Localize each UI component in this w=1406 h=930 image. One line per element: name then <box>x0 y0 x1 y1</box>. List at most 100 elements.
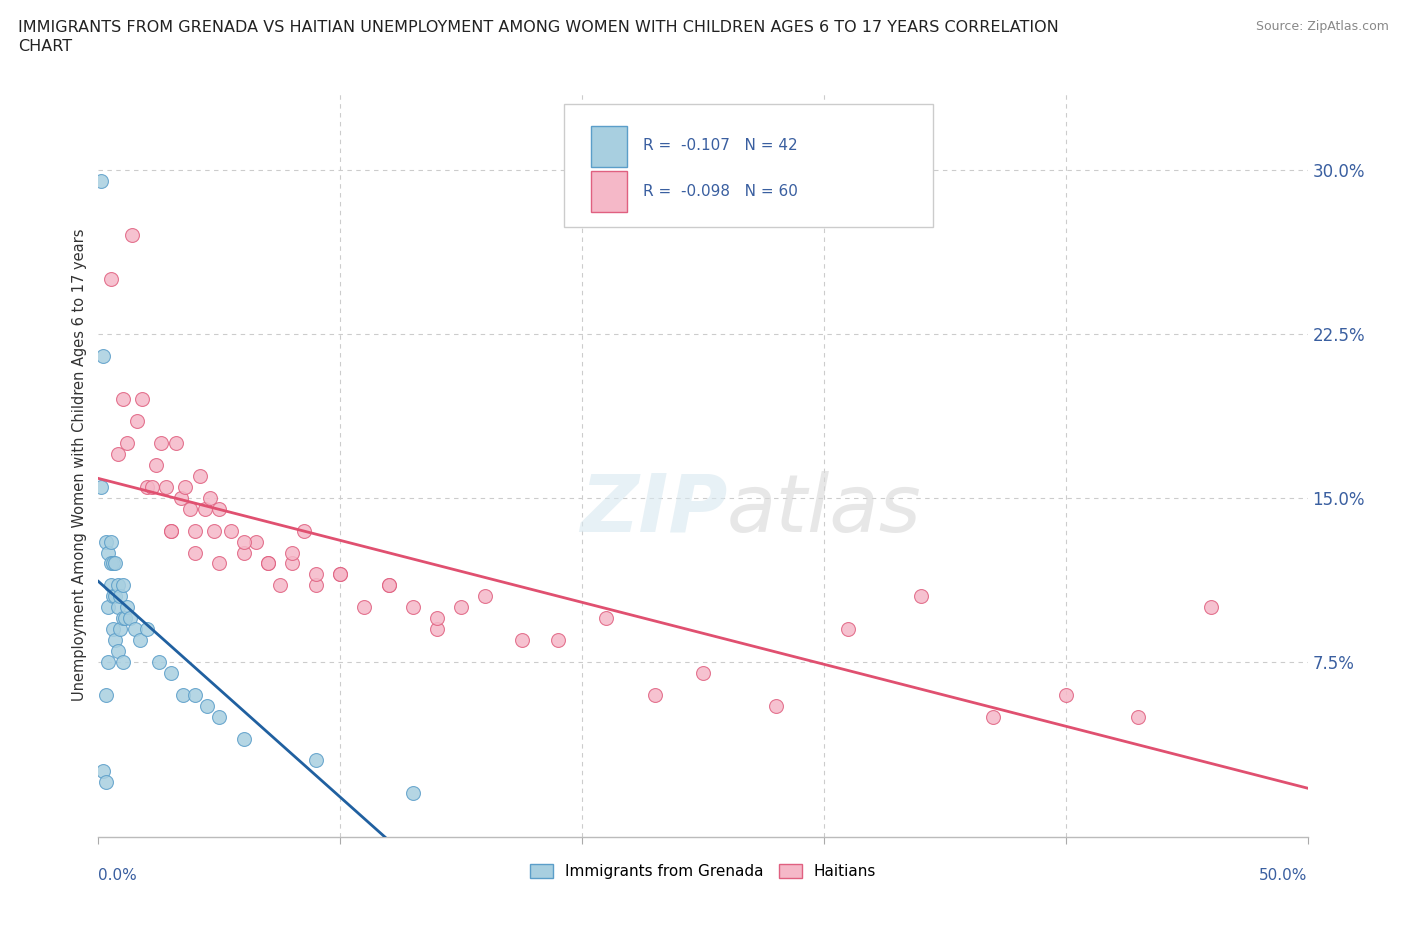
Point <box>160 666 183 681</box>
Point <box>184 524 207 538</box>
Point <box>94 534 117 549</box>
Text: atlas: atlas <box>727 471 922 549</box>
Point <box>160 524 183 538</box>
Point <box>97 600 120 615</box>
Point <box>117 600 139 615</box>
Point <box>1199 600 1222 615</box>
Point <box>402 600 425 615</box>
Text: Source: ZipAtlas.com: Source: ZipAtlas.com <box>1256 20 1389 33</box>
Point <box>208 556 231 571</box>
Point <box>111 655 134 670</box>
Point <box>118 611 141 626</box>
Point <box>100 578 122 592</box>
Legend: Immigrants from Grenada, Haitians: Immigrants from Grenada, Haitians <box>523 857 883 885</box>
Point <box>165 435 187 450</box>
FancyBboxPatch shape <box>591 126 627 167</box>
Text: IMMIGRANTS FROM GRENADA VS HAITIAN UNEMPLOYMENT AMONG WOMEN WITH CHILDREN AGES 6: IMMIGRANTS FROM GRENADA VS HAITIAN UNEMP… <box>18 20 1059 35</box>
Point <box>595 611 617 626</box>
Point <box>101 556 124 571</box>
Point <box>195 698 218 713</box>
Point <box>184 687 207 702</box>
Point <box>184 545 207 560</box>
Point <box>269 578 291 592</box>
Point <box>108 621 131 636</box>
Point <box>141 480 163 495</box>
Point <box>127 414 149 429</box>
Point <box>329 567 352 582</box>
Point <box>107 600 129 615</box>
Point <box>100 534 122 549</box>
Point <box>160 524 183 538</box>
Point <box>510 632 533 647</box>
Point <box>474 589 496 604</box>
Point <box>547 632 569 647</box>
Point <box>450 600 472 615</box>
Point <box>281 556 304 571</box>
Point <box>644 687 666 702</box>
Point <box>108 589 131 604</box>
Text: R =  -0.107   N = 42: R = -0.107 N = 42 <box>643 139 797 153</box>
Point <box>111 392 134 406</box>
Point <box>208 501 231 516</box>
Point <box>135 480 157 495</box>
Text: CHART: CHART <box>18 39 72 54</box>
Point <box>107 644 129 658</box>
Point <box>765 698 787 713</box>
Point <box>208 710 231 724</box>
Point <box>100 272 122 286</box>
Point <box>329 567 352 582</box>
Point <box>94 775 117 790</box>
Point <box>692 666 714 681</box>
Point <box>104 632 127 647</box>
Point <box>426 621 449 636</box>
Point <box>188 469 211 484</box>
Point <box>179 501 201 516</box>
Point <box>305 753 328 768</box>
Point <box>145 458 167 472</box>
Point <box>111 611 134 626</box>
Point <box>292 524 315 538</box>
Point <box>107 578 129 592</box>
Point <box>97 545 120 560</box>
Point <box>131 392 153 406</box>
Y-axis label: Unemployment Among Women with Children Ages 6 to 17 years: Unemployment Among Women with Children A… <box>72 229 87 701</box>
Point <box>97 655 120 670</box>
Point <box>305 567 328 582</box>
Point <box>101 621 124 636</box>
Point <box>169 490 191 505</box>
Point <box>910 589 932 604</box>
FancyBboxPatch shape <box>564 104 932 227</box>
Text: ZIP: ZIP <box>579 471 727 549</box>
Point <box>91 764 114 778</box>
Point <box>377 578 399 592</box>
Point <box>150 435 173 450</box>
Text: 50.0%: 50.0% <box>1260 868 1308 883</box>
Point <box>232 731 254 746</box>
Point <box>353 600 375 615</box>
Point <box>91 348 114 363</box>
Point <box>117 435 139 450</box>
Point <box>174 480 197 495</box>
Point <box>232 534 254 549</box>
Point <box>245 534 267 549</box>
Point <box>377 578 399 592</box>
Point <box>148 655 170 670</box>
Point <box>135 621 157 636</box>
Point <box>1054 687 1077 702</box>
Point <box>90 480 112 495</box>
Text: R =  -0.098   N = 60: R = -0.098 N = 60 <box>643 184 797 199</box>
Point <box>232 545 254 560</box>
Point <box>981 710 1004 724</box>
Point <box>128 632 150 647</box>
Point <box>305 578 328 592</box>
Point <box>172 687 194 702</box>
Point <box>1128 710 1150 724</box>
Point <box>107 446 129 461</box>
Point <box>94 687 117 702</box>
Point <box>402 786 425 801</box>
Point <box>221 524 243 538</box>
FancyBboxPatch shape <box>591 171 627 212</box>
Point <box>124 621 146 636</box>
Point <box>100 556 122 571</box>
Point <box>90 173 112 188</box>
